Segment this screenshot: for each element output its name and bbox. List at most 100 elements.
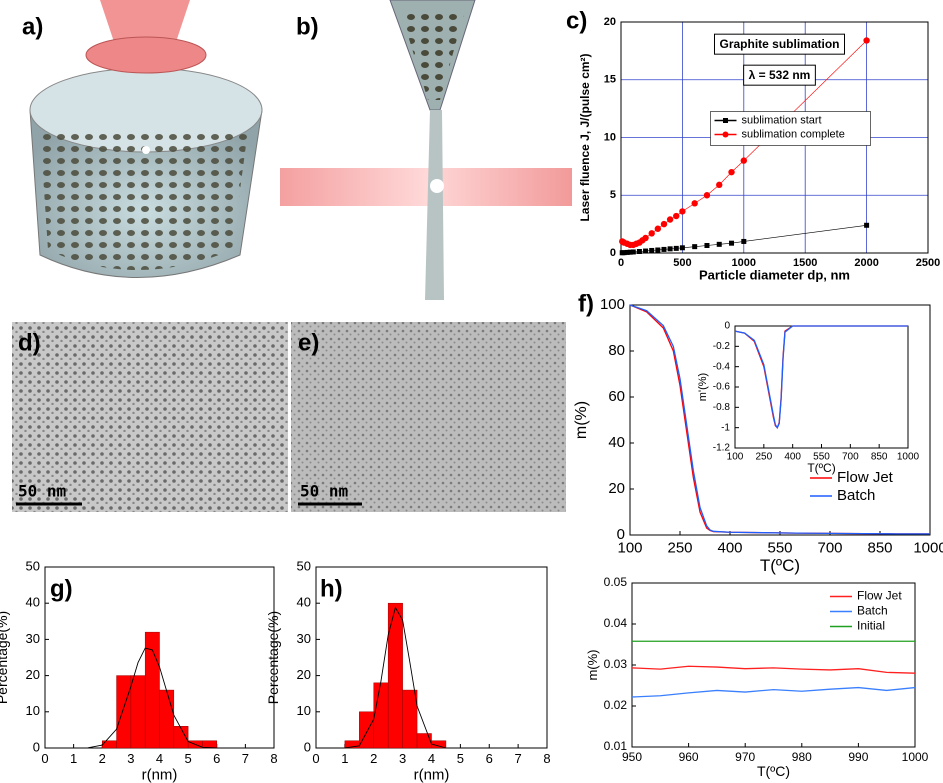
x-tick-label: 0 <box>618 257 624 269</box>
y-tick-label: 0.03 <box>604 657 628 671</box>
point <box>863 37 870 44</box>
y-tick-label: 10 <box>26 703 40 718</box>
y-tick-label: 0.04 <box>604 616 628 630</box>
point <box>642 234 649 242</box>
point <box>630 249 636 255</box>
x-tick-label: 550 <box>813 452 830 463</box>
point <box>654 225 662 232</box>
x-axis-label: Particle diameter dp, nm <box>699 268 850 283</box>
x-tick-label: 2 <box>370 751 377 766</box>
y-tick-label: 0 <box>617 526 625 543</box>
x-tick-label: 6 <box>486 751 493 766</box>
y-tick-label: 50 <box>297 558 311 573</box>
x-tick-label: 850 <box>871 452 888 463</box>
photo-b <box>280 0 572 300</box>
x-tick-label: 250 <box>667 539 692 556</box>
point <box>864 222 870 228</box>
panel-label: g) <box>50 575 73 602</box>
x-axis-label: r(nm) <box>142 766 178 783</box>
x-tick-label: 1 <box>341 751 348 766</box>
point <box>729 240 735 246</box>
inset-bg <box>735 326 908 448</box>
point <box>673 245 679 251</box>
point <box>703 192 711 199</box>
x-tick-label: 1000 <box>732 257 756 269</box>
point <box>660 220 668 228</box>
point <box>704 242 710 248</box>
y-tick-label: 15 <box>604 74 616 86</box>
x-tick-label: 980 <box>792 750 812 764</box>
panel-label: f) <box>578 290 594 317</box>
point <box>627 249 633 255</box>
series-line <box>629 304 930 535</box>
x-tick-label: 700 <box>842 452 859 463</box>
x-tick-label: 850 <box>867 539 892 556</box>
bar <box>173 726 189 749</box>
point <box>716 241 722 247</box>
y-axis-label: Laser fluence J, J/(pulse cm²) <box>578 53 592 221</box>
y-axis-label: Percentage(%) <box>0 611 10 704</box>
y-tick-label: 50 <box>26 558 40 573</box>
y-tick-label: 20 <box>297 667 311 682</box>
panel-label: c) <box>566 7 587 34</box>
y-tick-label: 60 <box>608 388 625 405</box>
point <box>655 247 661 253</box>
y-tick-label: 40 <box>608 434 625 451</box>
point <box>661 246 667 252</box>
y-tick-label: -0.2 <box>713 341 731 352</box>
y-tick-label: 30 <box>297 631 311 646</box>
point <box>621 250 627 256</box>
x-tick-label: 2000 <box>854 257 878 269</box>
point <box>741 238 747 244</box>
point <box>692 244 698 250</box>
panel-label: a) <box>22 13 43 40</box>
y-tick-label: 0.05 <box>604 575 628 589</box>
y-axis-label: m'(%) <box>697 373 709 401</box>
y-tick-label: 20 <box>26 667 40 682</box>
bar <box>130 675 146 749</box>
x-tick-label: 3 <box>399 751 406 766</box>
point <box>679 245 685 251</box>
x-tick-label: 700 <box>817 539 842 556</box>
panel-label: b) <box>296 13 319 40</box>
point <box>648 230 655 237</box>
bar <box>102 740 117 749</box>
x-axis-label: T(ºC) <box>757 763 790 779</box>
series-line <box>631 686 916 698</box>
bar <box>402 689 418 749</box>
point <box>716 181 723 189</box>
y-axis-label: Percentage(%) <box>265 611 281 704</box>
point <box>673 212 680 220</box>
y-tick-label: 20 <box>608 480 625 497</box>
tem-image-d <box>12 322 288 512</box>
point <box>667 246 673 252</box>
x-tick-label: 6 <box>213 751 220 766</box>
x-axis-label: r(nm) <box>414 766 450 783</box>
x-tick-label: 2500 <box>916 257 940 269</box>
x-tick-label: 550 <box>767 539 792 556</box>
x-tick-label: 5 <box>185 751 192 766</box>
annotation-box <box>713 33 846 55</box>
y-tick-label: 5 <box>610 189 616 201</box>
bar <box>387 602 403 749</box>
x-axis-label: T(ºC) <box>807 461 835 475</box>
plot-frame <box>620 21 929 254</box>
y-tick-label: 40 <box>26 595 40 610</box>
point <box>666 216 674 223</box>
x-tick-label: 8 <box>270 751 277 766</box>
y-tick-label: -1.2 <box>713 443 731 454</box>
bar <box>202 740 217 749</box>
x-tick-label: 960 <box>679 750 699 764</box>
x-tick-label: 8 <box>543 751 550 766</box>
x-tick-label: 400 <box>784 452 801 463</box>
x-tick-label: 5 <box>457 751 464 766</box>
plot-frame <box>315 566 548 749</box>
x-tick-label: 4 <box>156 751 163 766</box>
y-tick-label: 0.02 <box>604 698 628 712</box>
annotation: Graphite sublimation <box>719 37 839 51</box>
panel-label: h) <box>320 575 343 602</box>
x-tick-label: 7 <box>515 751 522 766</box>
series-line <box>734 325 908 430</box>
y-tick-label: -0.4 <box>713 361 731 372</box>
